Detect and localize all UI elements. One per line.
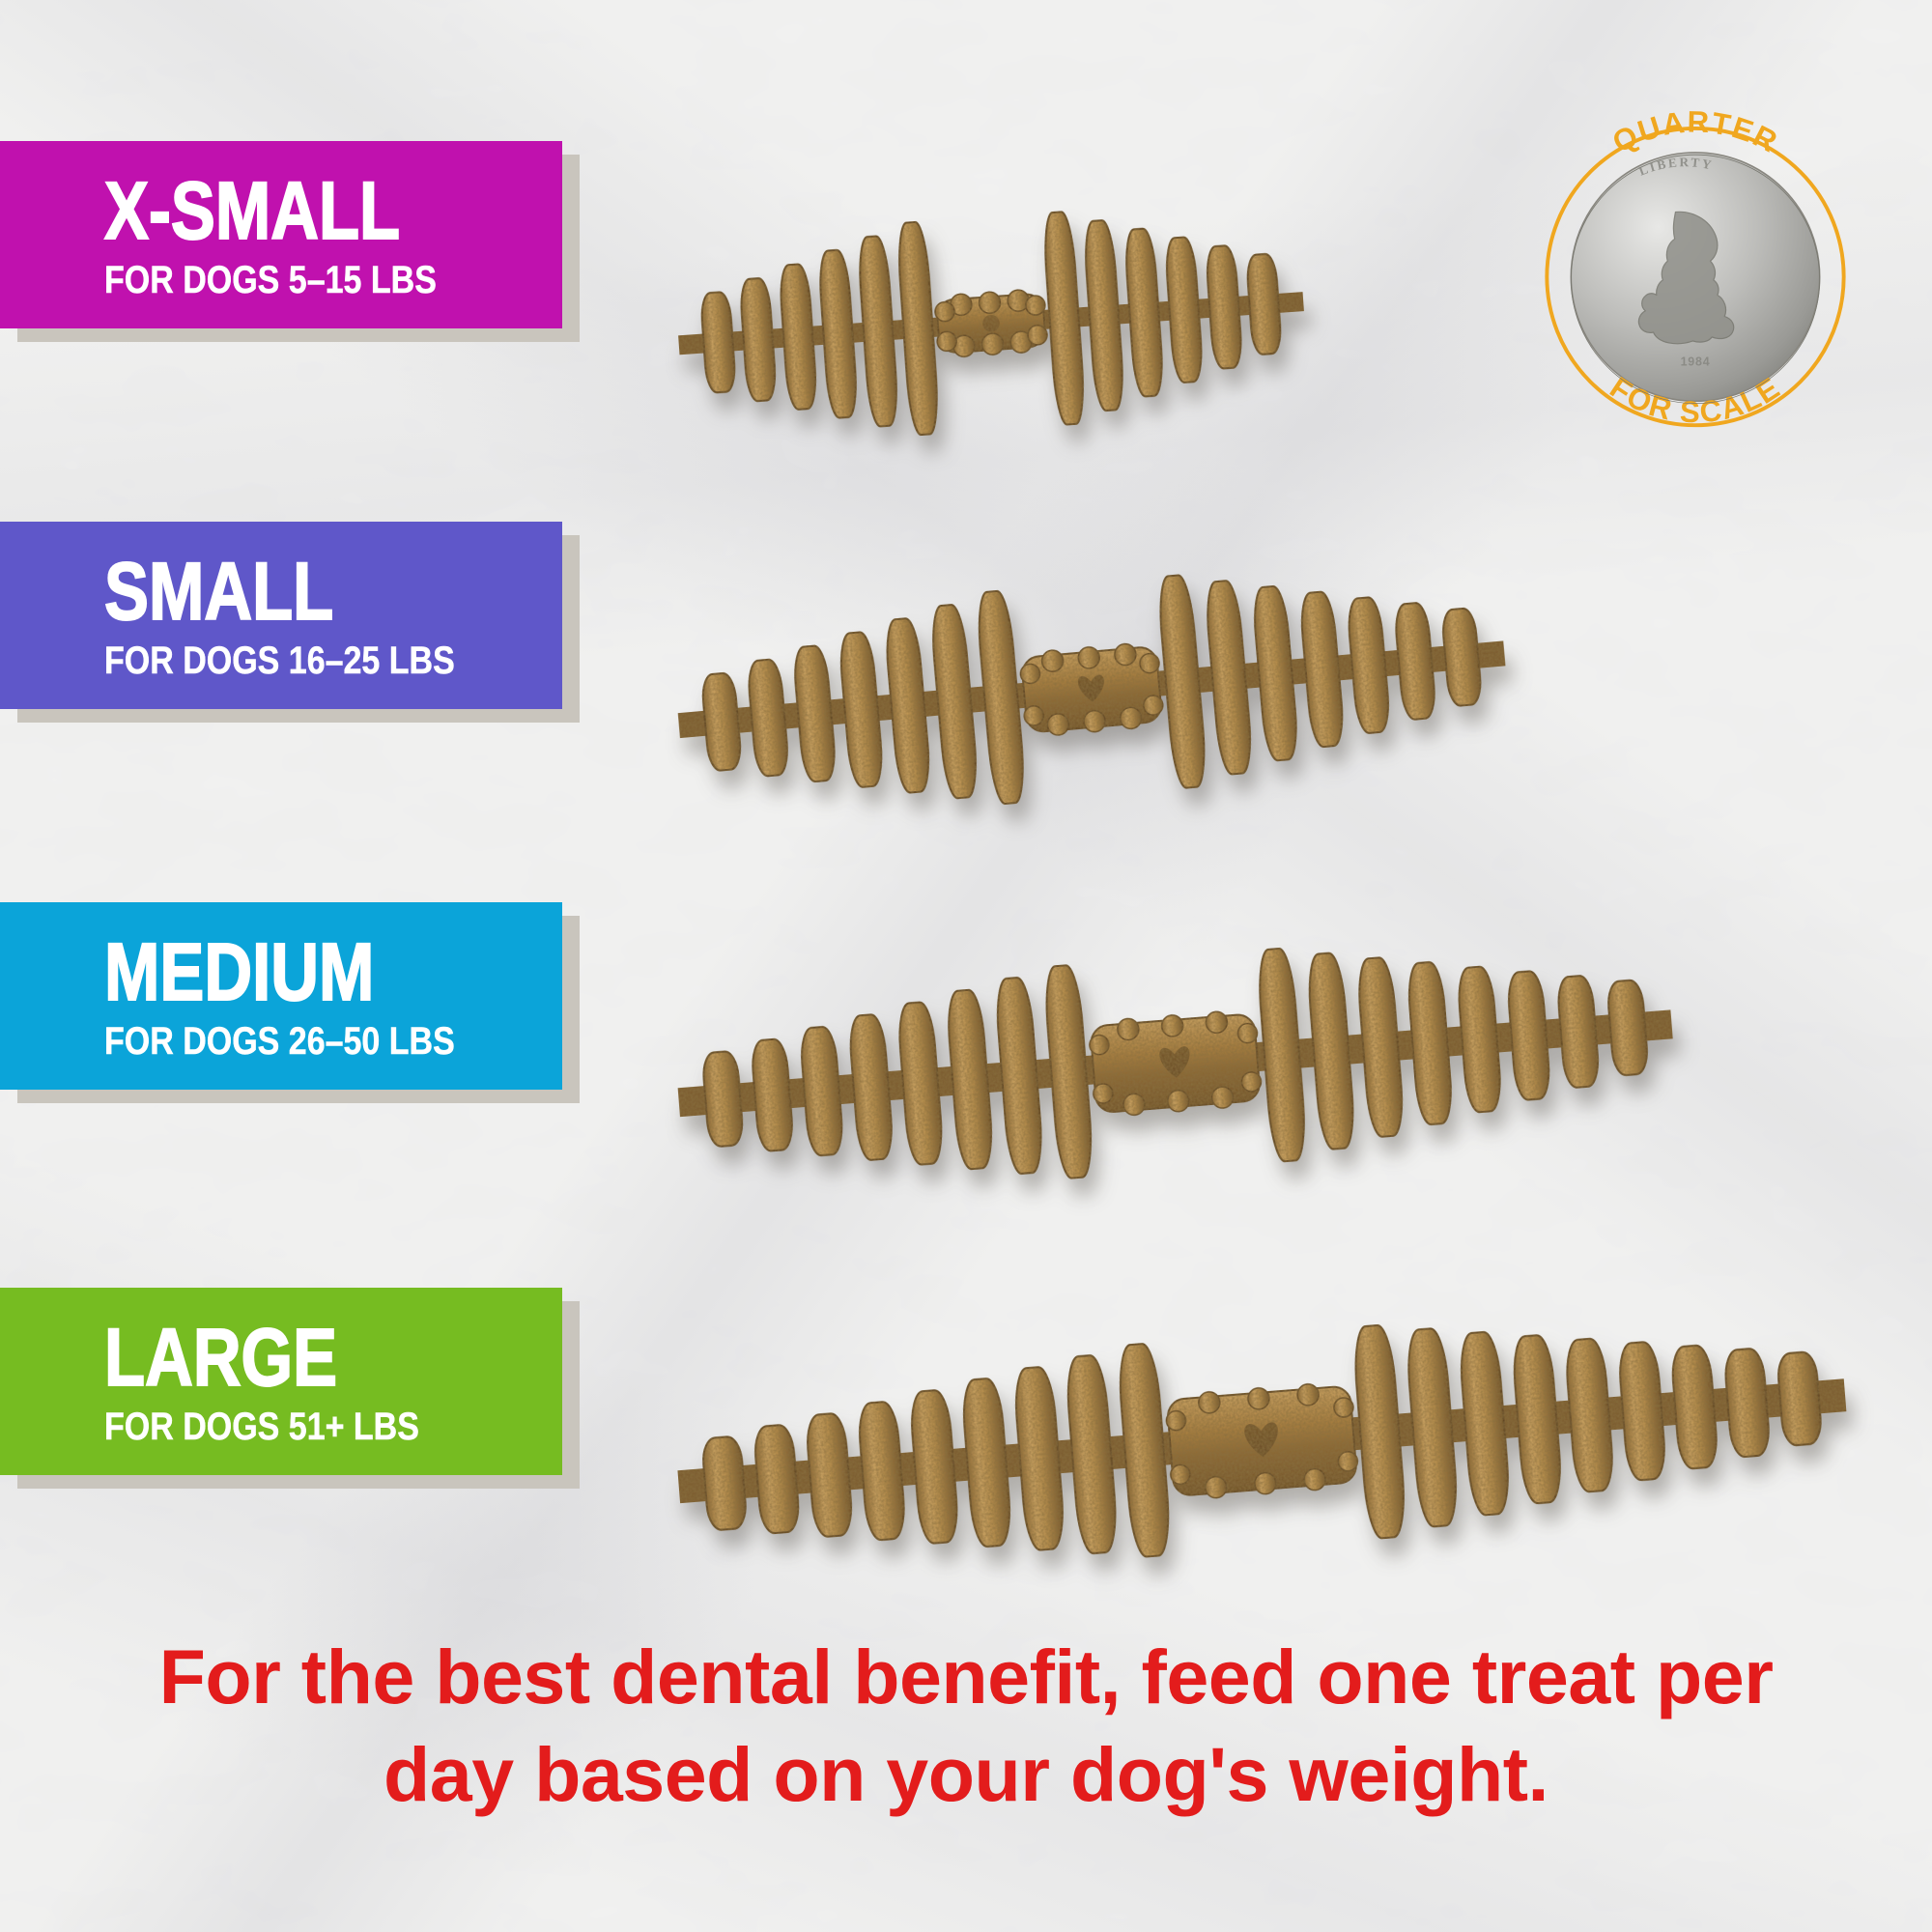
svg-text:QUARTER: QUARTER [1607, 105, 1784, 159]
svg-text:1984: 1984 [1681, 355, 1711, 369]
